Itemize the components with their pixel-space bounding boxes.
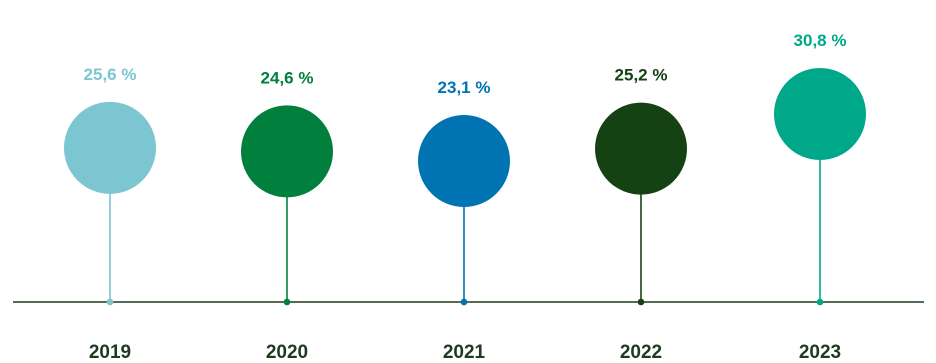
baseline-dot-2023 bbox=[816, 298, 824, 306]
value-label-2022: 25,2 % bbox=[615, 66, 668, 85]
year-label-2020: 2020 bbox=[266, 342, 308, 363]
lollipop-bubbles bbox=[64, 68, 866, 207]
baseline-dot-2022 bbox=[637, 298, 645, 306]
baseline-dot-2020 bbox=[283, 298, 291, 306]
baseline-dots bbox=[106, 298, 824, 306]
bubble-2022 bbox=[595, 102, 687, 195]
bubble-2021 bbox=[418, 115, 510, 207]
value-label-2021: 23,1 % bbox=[438, 78, 491, 97]
bubble-2023 bbox=[774, 68, 866, 160]
bubble-2019 bbox=[64, 101, 156, 194]
year-label-2023: 2023 bbox=[799, 342, 841, 363]
baseline-dot-2021 bbox=[460, 298, 468, 306]
year-labels: 2019 2020 2021 2022 2023 bbox=[89, 342, 841, 363]
year-label-2019: 2019 bbox=[89, 342, 131, 363]
year-label-2021: 2021 bbox=[443, 342, 486, 363]
baseline-dot-2019 bbox=[106, 298, 114, 306]
value-labels: 25,6 % 24,6 % 23,1 % 25,2 % 30,8 % bbox=[84, 31, 847, 97]
value-label-2023: 30,8 % bbox=[794, 31, 847, 50]
value-label-2019: 25,6 % bbox=[84, 65, 137, 84]
year-label-2022: 2022 bbox=[620, 342, 662, 363]
value-label-2020: 24,6 % bbox=[261, 68, 314, 87]
bubble-2020 bbox=[241, 105, 333, 198]
